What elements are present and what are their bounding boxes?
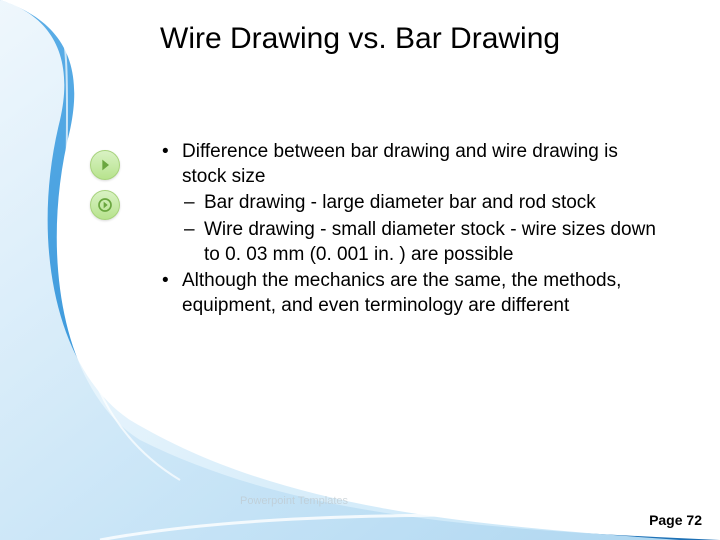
template-brand: Powerpoint Templates bbox=[240, 489, 420, 516]
page-number: Page 72 bbox=[649, 512, 702, 528]
nav-next-icon[interactable] bbox=[90, 190, 120, 220]
bullet-1-text: Difference between bar drawing and wire … bbox=[182, 141, 618, 187]
slide-title: Wire Drawing vs. Bar Drawing bbox=[160, 22, 680, 56]
bullet-1-sub-2: Wire drawing - small diameter stock - wi… bbox=[182, 218, 660, 267]
bullet-2: Although the mechanics are the same, the… bbox=[160, 269, 660, 318]
nav-forward-icon[interactable] bbox=[90, 150, 120, 180]
slide-content: Difference between bar drawing and wire … bbox=[160, 140, 660, 321]
bullet-1-sub-1: Bar drawing - large diameter bar and rod… bbox=[182, 191, 660, 216]
bullet-1: Difference between bar drawing and wire … bbox=[160, 140, 660, 267]
brand-text: Powerpoint Templates bbox=[240, 495, 349, 507]
